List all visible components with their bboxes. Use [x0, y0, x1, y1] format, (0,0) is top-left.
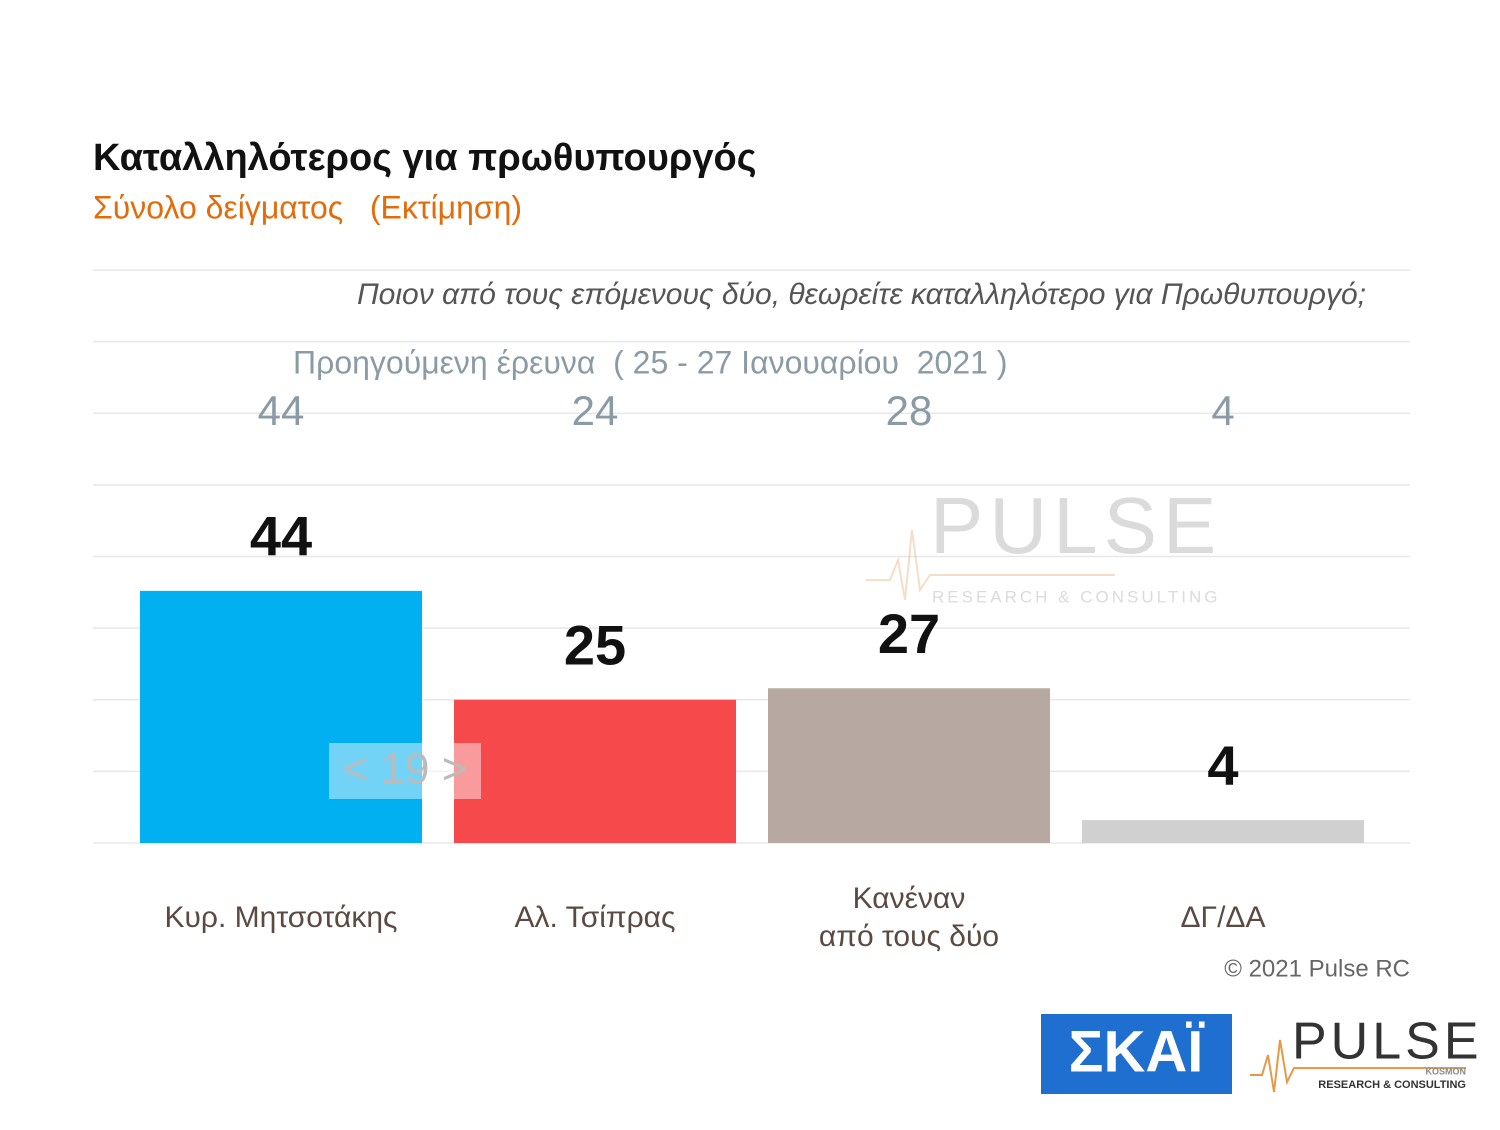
x-tick-label: Κανέναν από τους δύο	[818, 882, 1000, 953]
skai-logo-text: ΣΚΑΪ	[1069, 1019, 1206, 1084]
watermark-sub: RESEARCH & CONSULTING	[932, 587, 1220, 606]
watermark-pulse-line	[866, 529, 1115, 601]
value-label: 27	[878, 602, 940, 665]
chart-subtitle: Σύνολο δείγματος (Εκτίμηση)	[93, 189, 522, 225]
previous-label: Προηγούμενη έρευνα ( 25 - 27 Ιανουαρίου …	[293, 344, 1007, 380]
previous-value: 4	[1211, 387, 1234, 434]
skai-logo	[1041, 1014, 1232, 1094]
bar	[140, 590, 422, 843]
pulse-logo-sub: RESEARCH & CONSULTING	[1318, 1079, 1466, 1091]
gap-box	[329, 743, 481, 799]
gap-annotation: < 19 >	[343, 745, 468, 794]
question-backdrop	[330, 276, 1375, 316]
pulse-logo-line	[1250, 1039, 1466, 1093]
watermark-text: PULSE	[930, 481, 1222, 570]
x-tick-label: Αλ. Τσίπρας	[514, 901, 676, 934]
value-label: 25	[564, 614, 626, 677]
bar	[768, 688, 1050, 843]
x-tick-label: Κυρ. Μητσοτάκης	[164, 901, 398, 934]
value-label: 44	[250, 505, 312, 568]
watermark: PULSE RESEARCH & CONSULTING	[866, 481, 1222, 606]
chart-title: Καταλληλότερος για πρωθυπουργός	[93, 137, 756, 179]
bar	[1082, 820, 1364, 843]
pulse-logo-tag: KOSMON	[1426, 1066, 1467, 1076]
bar	[454, 699, 736, 843]
previous-value: 24	[572, 387, 619, 434]
value-label: 4	[1207, 734, 1238, 797]
previous-value: 28	[886, 387, 933, 434]
copyright: © 2021 Pulse RC	[1224, 955, 1410, 982]
grid	[93, 269, 1410, 844]
question: Ποιον από τους επόμενους δύο, θεωρείτε κ…	[357, 278, 1366, 311]
previous-value: 44	[258, 387, 305, 434]
x-tick-label: ΔΓ/ΔΑ	[1180, 901, 1266, 934]
pulse-logo-text: PULSE	[1292, 1013, 1483, 1071]
